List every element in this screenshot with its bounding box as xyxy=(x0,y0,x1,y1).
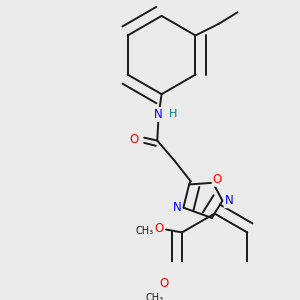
Text: CH₃: CH₃ xyxy=(135,226,153,236)
Text: O: O xyxy=(129,134,139,146)
Text: N: N xyxy=(224,194,233,207)
Text: O: O xyxy=(154,222,164,235)
Text: CH₃: CH₃ xyxy=(146,293,164,300)
Text: N: N xyxy=(154,108,163,121)
Text: N: N xyxy=(172,201,182,214)
Text: O: O xyxy=(213,173,222,186)
Text: O: O xyxy=(159,277,168,290)
Text: H: H xyxy=(168,110,177,119)
